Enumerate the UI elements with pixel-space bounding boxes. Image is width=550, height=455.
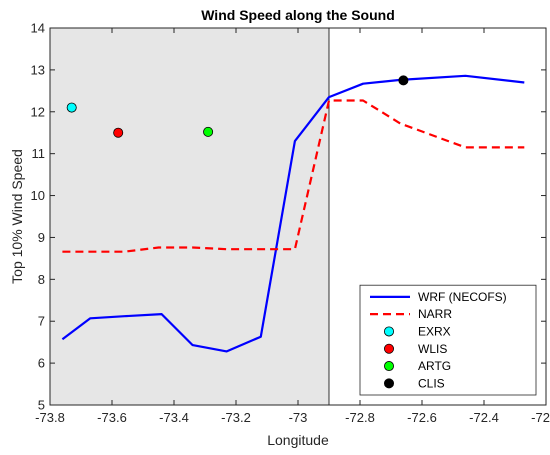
y-tick-label: 6 xyxy=(38,356,45,371)
ticks-layer: -73.8 -73.6 -73.4 -73.2 -73 -72.8 -72.6 -72.4 -7… xyxy=(31,21,550,426)
series-line-narr xyxy=(62,99,525,253)
legend-marker-wlis xyxy=(383,343,394,354)
y-tick-label: 12 xyxy=(31,104,45,119)
x-tick-label: -73.2 xyxy=(221,410,251,425)
series-layer xyxy=(61,74,525,353)
y-tick-label: 9 xyxy=(38,230,45,245)
x-tick-label: -73.6 xyxy=(97,410,127,425)
y-tick-label: 13 xyxy=(31,62,45,77)
legend-label-wrf-necofs: WRF (NECOFS) xyxy=(418,290,507,304)
legend-marker-artg xyxy=(383,361,394,372)
y-tick-label: 5 xyxy=(38,398,45,413)
y-tick-label: 10 xyxy=(31,188,45,203)
y-tick-label: 11 xyxy=(32,146,46,161)
x-tick-label: -72.6 xyxy=(407,410,437,425)
chart-title: Wind Speed along the Sound xyxy=(201,7,395,23)
x-tick-label: -72.2 xyxy=(531,410,550,425)
y-tick-label: 8 xyxy=(38,272,45,287)
x-tick-label: -73.4 xyxy=(159,410,189,425)
legend-label-wlis: WLIS xyxy=(418,342,447,356)
legend-label-artg: ARTG xyxy=(418,359,451,373)
legend-label-exrx: EXRX xyxy=(418,324,451,338)
legend-box xyxy=(359,284,537,396)
x-tick-label: -72.4 xyxy=(469,410,499,425)
x-tick-label: -73.8 xyxy=(35,410,65,425)
y-tick-label: 7 xyxy=(38,314,45,329)
point-wlis xyxy=(113,127,124,138)
y-axis-title: Top 10% Wind Speed xyxy=(9,149,25,284)
legend-marker-clis xyxy=(383,378,394,389)
point-clis xyxy=(398,75,409,86)
shaded-region xyxy=(50,28,329,405)
x-tick-label: -73 xyxy=(289,410,308,425)
legend-label-narr: NARR xyxy=(418,307,452,321)
x-tick-label: -72.8 xyxy=(345,410,375,425)
x-axis-title: Longitude xyxy=(267,432,329,448)
legend-label-clis: CLIS xyxy=(418,376,445,390)
point-exrx xyxy=(66,102,77,113)
legend-marker-exrx xyxy=(383,326,394,337)
y-tick-label: 14 xyxy=(31,21,45,36)
legend: WRF (NECOFS) NARR EXRX WLIS ARTG CLIS xyxy=(359,284,537,396)
point-artg xyxy=(203,126,214,137)
